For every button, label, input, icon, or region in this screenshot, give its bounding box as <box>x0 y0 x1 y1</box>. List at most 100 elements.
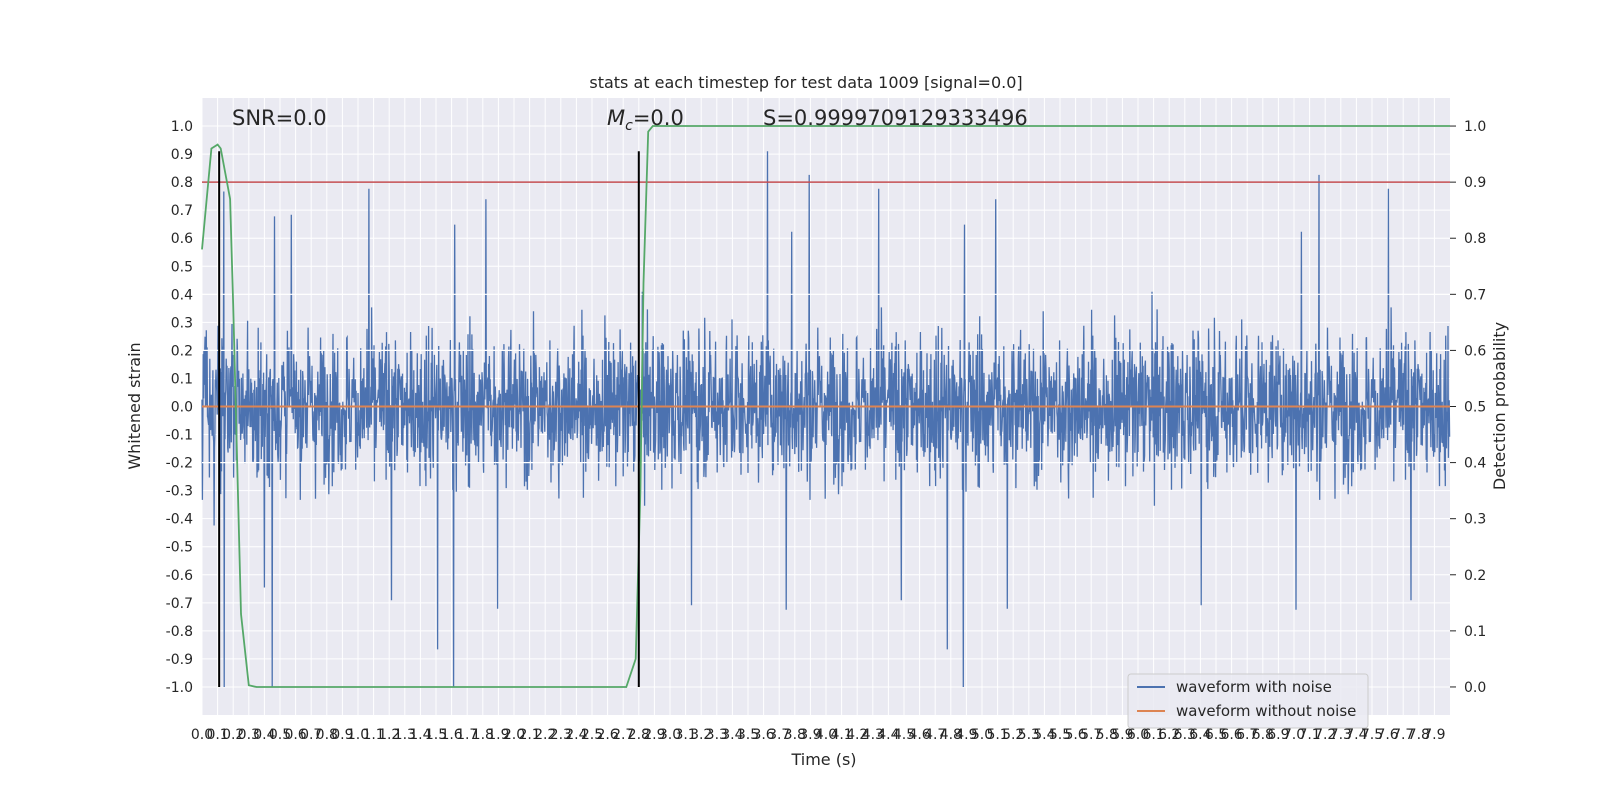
y2-tick-label: 0.9 <box>1464 175 1486 191</box>
x-tick-label: 3.3 <box>706 727 728 743</box>
x-tick-label: 7.8 <box>1408 727 1430 743</box>
x-tick-label: 6.7 <box>1236 727 1258 743</box>
x-tick-label: 2.2 <box>534 727 556 743</box>
x-tick-label: 3.8 <box>784 727 806 743</box>
y2-tick-label: 0.3 <box>1464 512 1486 528</box>
x-tick-label: 7.3 <box>1330 727 1352 743</box>
x-tick-label: 3.0 <box>659 727 681 743</box>
x-tick-label: 4.7 <box>924 727 946 743</box>
x-tick-label: 1.3 <box>394 727 416 743</box>
x-tick-label: 6.1 <box>1142 727 1164 743</box>
x-tick-label: 3.4 <box>721 727 743 743</box>
x-tick-label: 1.2 <box>378 727 400 743</box>
mc-value: =0.0 <box>633 106 684 130</box>
x-tick-label: 1.6 <box>440 727 462 743</box>
y2-tick-label: 0.5 <box>1464 400 1486 416</box>
x-tick-label: 0.7 <box>300 727 322 743</box>
x-tick-label: 1.0 <box>347 727 369 743</box>
x-tick-label: 7.0 <box>1283 727 1305 743</box>
x-tick-label: 7.1 <box>1298 727 1320 743</box>
x-tick-label: 3.2 <box>690 727 712 743</box>
x-tick-label: 3.7 <box>768 727 790 743</box>
x-tick-label: 0.5 <box>269 727 291 743</box>
y2-tick-label: 0.0 <box>1464 680 1486 696</box>
y-tick-label: -0.8 <box>166 624 193 640</box>
x-tick-label: 7.4 <box>1345 727 1367 743</box>
y-tick-label: 0.0 <box>171 400 193 416</box>
x-tick-label: 5.5 <box>1049 727 1071 743</box>
y-tick-label: 0.9 <box>171 147 193 163</box>
x-tick-label: 7.2 <box>1314 727 1336 743</box>
y-tick-label: -0.4 <box>166 512 193 528</box>
x-tick-label: 3.9 <box>799 727 821 743</box>
x-tick-label: 5.6 <box>1064 727 1086 743</box>
x-tick-label: 1.7 <box>456 727 478 743</box>
x-tick-label: 4.3 <box>862 727 884 743</box>
x-tick-label: 6.4 <box>1189 727 1211 743</box>
x-tick-label: 1.4 <box>409 727 431 743</box>
x-tick-label: 2.4 <box>565 727 587 743</box>
y-tick-label: 0.7 <box>171 203 193 219</box>
y-tick-label: -1.0 <box>166 680 193 696</box>
x-tick-label: 0.2 <box>222 727 244 743</box>
x-tick-label: 2.0 <box>503 727 525 743</box>
y-tick-label: 0.2 <box>171 343 193 359</box>
x-tick-label: 0.1 <box>206 727 228 743</box>
legend-label-noise: waveform with noise <box>1176 678 1332 696</box>
x-tick-label: 2.9 <box>643 727 665 743</box>
x-tick-label: 4.6 <box>908 727 930 743</box>
x-tick-label: 5.4 <box>1033 727 1055 743</box>
y-tick-label: 1.0 <box>171 119 193 135</box>
x-tick-label: 2.8 <box>628 727 650 743</box>
x-tick-label: 2.6 <box>596 727 618 743</box>
y-tick-label: -0.5 <box>166 540 193 556</box>
x-tick-label: 7.9 <box>1423 727 1445 743</box>
noisy-waveform-line <box>201 151 1451 688</box>
x-tick-label: 5.1 <box>986 727 1008 743</box>
x-tick-label: 0.8 <box>316 727 338 743</box>
x-tick-label: 0.4 <box>253 727 275 743</box>
x-tick-label: 3.5 <box>737 727 759 743</box>
y-tick-label: 0.6 <box>171 231 193 247</box>
x-tick-label: 4.5 <box>893 727 915 743</box>
legend-box <box>1127 673 1369 729</box>
y2-tick-label: 0.4 <box>1464 456 1486 472</box>
y2-tick-label: 0.1 <box>1464 624 1486 640</box>
x-tick-label: 6.2 <box>1158 727 1180 743</box>
y-axis-label: Whitened strain <box>125 342 144 469</box>
x-axis-label: Time (s) <box>790 750 856 769</box>
x-tick-label: 7.5 <box>1361 727 1383 743</box>
y2-axis-label: Detection probability <box>1490 322 1509 490</box>
x-tick-label: 0.9 <box>331 727 353 743</box>
y2-tick-label: 0.6 <box>1464 343 1486 359</box>
x-tick-label: 4.8 <box>940 727 962 743</box>
y-tick-label: -0.7 <box>166 596 193 612</box>
y2-tick-label: 1.0 <box>1464 119 1486 135</box>
detection-probability-line <box>201 125 1450 688</box>
mc-symbol: M <box>607 106 625 130</box>
mc-subscript: c <box>625 118 633 134</box>
x-tick-label: 4.2 <box>846 727 868 743</box>
x-tick-label: 4.0 <box>815 727 837 743</box>
x-tick-label: 6.6 <box>1220 727 1242 743</box>
y-tick-label: -0.9 <box>166 652 193 668</box>
y2-tick-label: 0.2 <box>1464 568 1486 584</box>
y-tick-label: -0.6 <box>166 568 193 584</box>
x-tick-label: 4.1 <box>830 727 852 743</box>
x-tick-label: 6.3 <box>1174 727 1196 743</box>
snr-annotation: SNR=0.0 <box>232 106 327 130</box>
x-tick-label: 6.5 <box>1205 727 1227 743</box>
x-tick-label: 7.6 <box>1376 727 1398 743</box>
y-tick-label: 0.3 <box>171 315 193 331</box>
x-tick-label: 2.1 <box>518 727 540 743</box>
y-tick-label: -0.3 <box>166 484 193 500</box>
x-tick-label: 5.2 <box>1002 727 1024 743</box>
x-tick-label: 4.4 <box>877 727 899 743</box>
x-tick-label: 2.5 <box>581 727 603 743</box>
x-tick-label: 2.3 <box>550 727 572 743</box>
y-tick-label: -0.1 <box>166 428 193 444</box>
x-tick-label: 3.1 <box>674 727 696 743</box>
y-tick-label: 0.5 <box>171 259 193 275</box>
